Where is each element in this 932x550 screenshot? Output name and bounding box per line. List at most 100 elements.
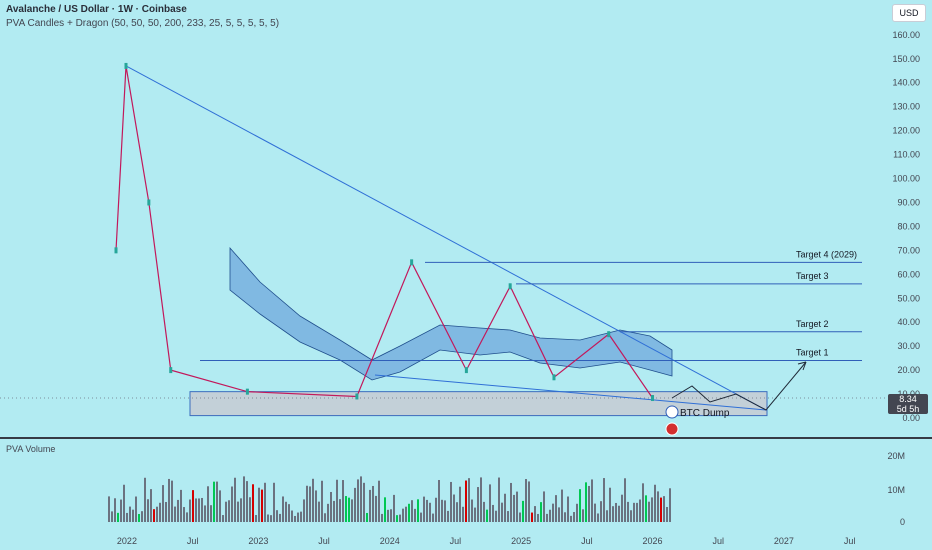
volume-bar bbox=[648, 501, 650, 522]
volume-bar bbox=[192, 490, 194, 522]
volume-bar bbox=[114, 498, 116, 522]
indicator-legend[interactable]: PVA Candles + Dragon (50, 50, 50, 200, 2… bbox=[6, 18, 280, 29]
currency-button[interactable]: USD bbox=[892, 4, 926, 22]
price-tick-label: 30.00 bbox=[897, 341, 920, 351]
volume-bar bbox=[225, 501, 227, 522]
volume-bar bbox=[381, 513, 383, 522]
volume-bar bbox=[444, 500, 446, 522]
target-label: Target 3 bbox=[796, 271, 829, 281]
volume-bar bbox=[447, 510, 449, 522]
volume-bar bbox=[555, 495, 557, 522]
event-marker-icon bbox=[665, 405, 679, 419]
volume-bar bbox=[453, 494, 455, 522]
volume-bar bbox=[642, 483, 644, 522]
volume-bar bbox=[519, 512, 521, 522]
time-tick-label: 2024 bbox=[380, 536, 400, 546]
volume-bar bbox=[336, 479, 338, 522]
volume-bar bbox=[165, 501, 167, 522]
volume-bar bbox=[138, 513, 140, 522]
volume-bar bbox=[471, 499, 473, 522]
volume-bar bbox=[513, 494, 515, 522]
last-price-value: 8.34 bbox=[899, 394, 917, 404]
volume-bar bbox=[120, 499, 122, 522]
volume-bar bbox=[414, 508, 416, 522]
volume-bar bbox=[537, 513, 539, 522]
volume-bar bbox=[168, 478, 170, 522]
volume-bar bbox=[534, 506, 536, 522]
volume-bar bbox=[540, 502, 542, 522]
volume-bar bbox=[666, 507, 668, 522]
price-tick-label: 60.00 bbox=[897, 269, 920, 279]
volume-bar bbox=[375, 495, 377, 522]
volume-bar bbox=[450, 481, 452, 522]
volume-bar bbox=[432, 513, 434, 522]
volume-bar bbox=[333, 500, 335, 522]
volume-bar bbox=[609, 487, 611, 522]
price-tick-label: 90.00 bbox=[897, 197, 920, 207]
price-tick-label: 40.00 bbox=[897, 317, 920, 327]
price-candle bbox=[651, 395, 655, 402]
volume-bar bbox=[486, 509, 488, 522]
volume-bar bbox=[546, 513, 548, 522]
volume-bar bbox=[294, 515, 296, 522]
price-tick-label: 0.00 bbox=[902, 413, 920, 423]
volume-bar bbox=[234, 477, 236, 522]
price-tick-label: 100.00 bbox=[892, 174, 920, 184]
volume-bar bbox=[297, 512, 299, 522]
time-tick-label: Jul bbox=[712, 536, 724, 546]
last-price-countdown: 5d 5h bbox=[896, 404, 920, 414]
volume-bar bbox=[219, 490, 221, 522]
volume-bar bbox=[594, 503, 596, 522]
volume-bar bbox=[318, 501, 320, 522]
volume-bar bbox=[249, 497, 251, 522]
volume-bar bbox=[621, 494, 623, 522]
last-price-tag: 8.34 5d 5h bbox=[888, 394, 928, 414]
volume-bar bbox=[174, 506, 176, 522]
price-candle bbox=[124, 62, 128, 69]
price-tick-label: 70.00 bbox=[897, 245, 920, 255]
volume-bar bbox=[591, 479, 593, 522]
price-tick-label: 80.00 bbox=[897, 221, 920, 231]
time-tick-label: 2022 bbox=[117, 536, 137, 546]
volume-bar bbox=[645, 495, 647, 522]
volume-bar bbox=[135, 496, 137, 522]
volume-bar bbox=[366, 512, 368, 522]
volume-bar bbox=[324, 513, 326, 522]
volume-bar bbox=[600, 501, 602, 522]
volume-bar bbox=[531, 512, 533, 522]
volume-bar bbox=[195, 498, 197, 522]
volume-bar bbox=[246, 481, 248, 522]
time-tick-label: Jul bbox=[581, 536, 593, 546]
volume-bar bbox=[468, 478, 470, 522]
volume-bar bbox=[570, 515, 572, 522]
volume-bar bbox=[402, 508, 404, 522]
volume-bar bbox=[156, 506, 158, 522]
volume-bar bbox=[420, 512, 422, 522]
volume-bar bbox=[561, 489, 563, 522]
pane-separator[interactable] bbox=[0, 437, 932, 439]
volume-bar bbox=[162, 485, 164, 522]
volume-bar bbox=[345, 496, 347, 522]
volume-bar bbox=[258, 487, 260, 522]
trendline-lower bbox=[374, 374, 767, 411]
flag-icon bbox=[665, 422, 679, 436]
volume-bar bbox=[216, 481, 218, 522]
volume-bar bbox=[585, 482, 587, 522]
volume-bar bbox=[147, 499, 149, 522]
volume-bar bbox=[141, 511, 143, 522]
volume-bar bbox=[618, 505, 620, 522]
volume-bar bbox=[528, 481, 530, 522]
volume-bar bbox=[264, 482, 266, 522]
volume-pane-label[interactable]: PVA Volume bbox=[6, 444, 56, 454]
volume-bar bbox=[189, 499, 191, 522]
volume-bar bbox=[210, 505, 212, 522]
price-tick-label: 130.00 bbox=[892, 102, 920, 112]
volume-bar bbox=[423, 496, 425, 522]
volume-bar bbox=[279, 513, 281, 522]
volume-bar bbox=[552, 503, 554, 522]
price-candle bbox=[508, 283, 512, 290]
volume-bar bbox=[477, 487, 479, 522]
volume-bar bbox=[633, 502, 635, 522]
volume-bar bbox=[405, 506, 407, 522]
